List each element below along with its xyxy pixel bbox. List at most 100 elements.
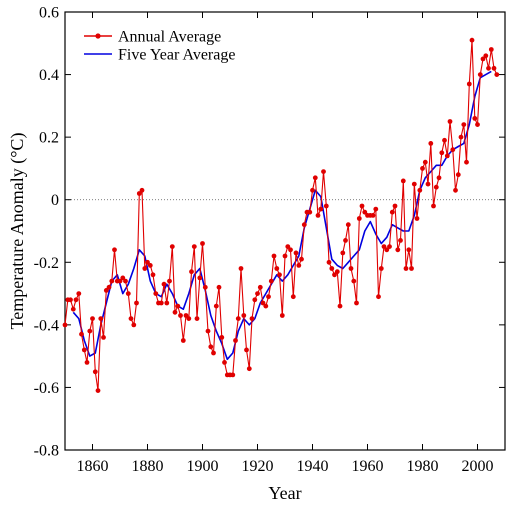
annual-average-point bbox=[354, 300, 359, 306]
annual-average-point bbox=[323, 203, 329, 209]
annual-average-point bbox=[213, 303, 219, 309]
annual-average-point bbox=[400, 178, 406, 184]
annual-average-point bbox=[131, 322, 137, 328]
annual-average-point bbox=[241, 313, 247, 318]
annual-average-point bbox=[455, 172, 461, 178]
annual-average-point bbox=[351, 278, 357, 284]
annual-average-point bbox=[288, 247, 293, 253]
annual-average-point bbox=[98, 316, 104, 321]
annual-average-point bbox=[480, 56, 486, 62]
annual-average-point bbox=[409, 266, 414, 271]
annual-average-point bbox=[219, 335, 225, 340]
annual-average-point bbox=[450, 147, 456, 153]
annual-average-point bbox=[398, 238, 403, 243]
annual-average-point bbox=[337, 303, 343, 309]
x-tick-label: 1900 bbox=[187, 458, 219, 475]
annual-average-point bbox=[238, 266, 244, 271]
annual-average-point bbox=[444, 153, 450, 159]
annual-average-point bbox=[345, 222, 351, 228]
annual-average-point bbox=[326, 259, 332, 265]
axis-ticks bbox=[65, 11, 505, 451]
annual-average-point bbox=[125, 291, 131, 296]
annual-average-point bbox=[81, 347, 87, 353]
annual-average-point bbox=[211, 350, 216, 356]
annual-average-point bbox=[139, 187, 145, 193]
annual-average-point bbox=[257, 284, 263, 290]
y-tick-labels: 0.6 0.4 0.2 0 -0.2 -0.4 -0.6 -0.8 bbox=[34, 5, 59, 460]
annual-average-point bbox=[208, 344, 214, 350]
y-axis-title: Temperature Anomaly (°C) bbox=[7, 133, 28, 330]
annual-average-point bbox=[153, 291, 159, 296]
x-tick-label: 1920 bbox=[242, 458, 274, 475]
annual-average-point bbox=[79, 331, 84, 337]
plot-frame bbox=[64, 11, 506, 451]
annual-average-point bbox=[425, 181, 431, 187]
annual-average-point bbox=[260, 300, 266, 306]
annual-average-point bbox=[307, 209, 313, 215]
annual-average-point bbox=[244, 347, 249, 353]
annual-average-point bbox=[483, 53, 489, 59]
x-tick-label: 1940 bbox=[297, 458, 329, 475]
y-tick-label: 0.4 bbox=[39, 67, 59, 84]
annual-average-point bbox=[172, 309, 178, 315]
annual-average-point bbox=[329, 266, 335, 271]
annual-average-point bbox=[293, 250, 299, 256]
annual-average-point bbox=[439, 150, 445, 156]
annual-average-point bbox=[194, 316, 200, 321]
annual-average-point bbox=[359, 203, 365, 209]
annual-average-point bbox=[202, 284, 208, 290]
y-tick-label: 0.6 bbox=[39, 5, 59, 22]
annual-average-point bbox=[109, 278, 115, 284]
annual-average-point bbox=[475, 122, 480, 127]
annual-average-point bbox=[285, 244, 291, 250]
annual-average-point bbox=[277, 272, 282, 278]
annual-average-point bbox=[387, 244, 392, 250]
annual-average-point bbox=[453, 187, 458, 193]
annual-average-point bbox=[461, 122, 467, 127]
annual-average-point bbox=[189, 269, 194, 275]
annual-average-point bbox=[381, 244, 387, 250]
annual-average-point bbox=[178, 313, 183, 318]
annual-average-point bbox=[370, 213, 376, 218]
annual-average-point bbox=[301, 222, 307, 228]
annual-average-point bbox=[92, 369, 98, 375]
annual-average-point bbox=[343, 238, 348, 243]
legend-annual-marker-icon bbox=[95, 33, 101, 39]
annual-average-point bbox=[222, 360, 227, 365]
legend: Annual Average Five Year Average bbox=[84, 29, 235, 64]
annual-average-point bbox=[315, 213, 321, 218]
annual-average-point bbox=[164, 300, 170, 306]
annual-average-point bbox=[464, 159, 469, 165]
annual-average-point bbox=[205, 328, 211, 334]
annual-average-point bbox=[249, 316, 255, 321]
annual-average-point bbox=[70, 306, 76, 312]
annual-average-point bbox=[362, 209, 368, 215]
annual-average-point bbox=[411, 181, 417, 187]
legend-five-year-label: Five Year Average bbox=[118, 47, 235, 64]
annual-average-point bbox=[90, 316, 95, 321]
annual-average-point bbox=[332, 272, 337, 278]
x-tick-label: 1960 bbox=[352, 458, 384, 475]
annual-average-point bbox=[472, 116, 478, 121]
annual-average-point bbox=[392, 203, 398, 209]
annual-average-point bbox=[466, 81, 472, 87]
annual-average-point bbox=[255, 291, 260, 296]
annual-average-point bbox=[266, 294, 271, 300]
annual-average-point bbox=[128, 316, 134, 321]
annual-average-point bbox=[216, 284, 222, 290]
annual-average-point bbox=[436, 175, 442, 181]
annual-average-point bbox=[274, 266, 280, 271]
annual-average-point bbox=[134, 300, 139, 306]
annual-average-point bbox=[246, 366, 252, 372]
annual-average-point bbox=[494, 72, 500, 77]
annual-average-point bbox=[136, 191, 142, 196]
annual-average-point bbox=[433, 184, 439, 190]
annual-average-point bbox=[442, 137, 447, 143]
annual-average-point bbox=[73, 297, 79, 303]
annual-average-point bbox=[167, 278, 172, 284]
annual-average-point bbox=[147, 263, 153, 268]
annual-average-point bbox=[321, 169, 326, 175]
annual-average-point bbox=[422, 159, 428, 165]
annual-average-point bbox=[376, 294, 381, 300]
annual-average-point bbox=[117, 278, 123, 284]
